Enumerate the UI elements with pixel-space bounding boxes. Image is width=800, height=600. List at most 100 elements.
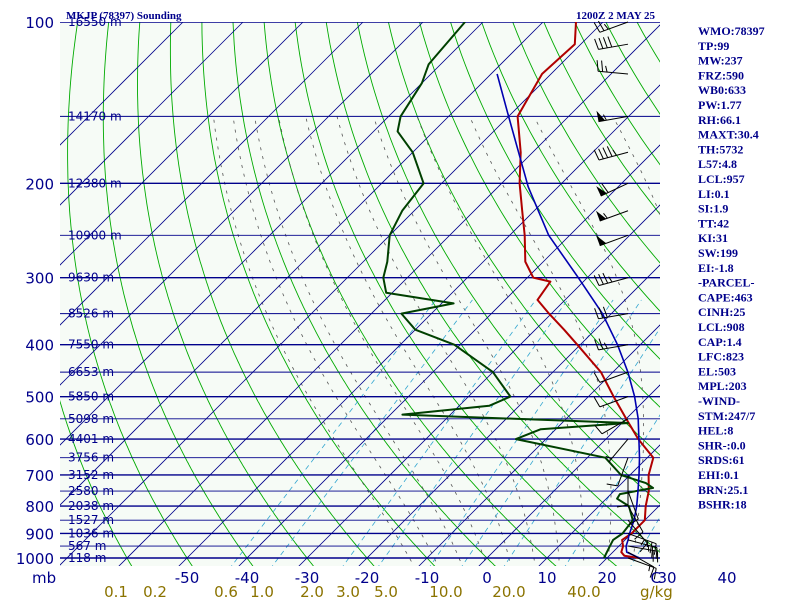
wind-barb (593, 272, 629, 286)
index-value: WB0:633 (698, 83, 746, 97)
wind-barb (616, 474, 629, 508)
wind-barb-feather (594, 308, 599, 319)
mixing-ratio-tick-label: 10.0 (429, 583, 462, 600)
pressure-tick-label: 300 (25, 270, 54, 288)
dry-adiabat (761, 22, 800, 569)
dry-adiabat (67, 22, 193, 566)
wind-barb (594, 36, 629, 50)
mixing-ratio-line (378, 299, 568, 566)
wind-barb-feather (639, 542, 648, 553)
index-value: TP:99 (698, 39, 729, 53)
wind-barb (596, 60, 629, 75)
wind-barb-staff (598, 151, 629, 161)
wind-barb-feather (593, 22, 601, 33)
wind-barb-staff (627, 557, 657, 569)
wind-barb-feather (596, 60, 599, 72)
mixing-ratio-tick-label: 0.2 (143, 583, 167, 600)
isotherm (238, 144, 660, 566)
index-value: KI:31 (698, 231, 728, 245)
mixing-ratio-tick-label: 0.1 (104, 583, 128, 600)
height-label: 1527 m (68, 513, 114, 527)
wind-barb-staff (599, 234, 629, 247)
wind-barb-staff (627, 519, 648, 544)
wind-barb-feather (606, 483, 618, 487)
index-value: L57:4.8 (698, 157, 737, 171)
wind-barb-feather (593, 397, 601, 408)
dry-adiabat (60, 399, 133, 566)
dry-adiabat (792, 22, 800, 569)
pressure-tick-label: 100 (25, 14, 54, 32)
wind-barb (596, 182, 629, 197)
wind-barb-staff (617, 457, 629, 487)
temperature-tick-label: -20 (355, 569, 380, 587)
index-value: SW:199 (698, 246, 738, 260)
temperature-tick-label: -30 (295, 569, 320, 587)
temperature-tick-label: -40 (235, 569, 260, 587)
mixing-ratio-line (342, 299, 537, 566)
wind-barb-staff (599, 396, 629, 408)
isotherm (776, 22, 800, 569)
wind-barb-feather (602, 114, 607, 121)
wind-barb-pennant (596, 210, 607, 221)
pressure-tick-label: 600 (25, 431, 54, 449)
wind-barb (627, 505, 644, 540)
wind-barb-feather (607, 36, 613, 48)
wind-barb-feather (605, 65, 608, 73)
wind-barb-staff (601, 418, 629, 435)
index-value: LCL:908 (698, 320, 745, 334)
pressure-tick-label: 700 (25, 467, 54, 485)
temperature-tick-label: 10 (537, 569, 556, 587)
wind-barb-feather (598, 37, 604, 49)
wind-barb-feather (602, 37, 608, 48)
wind-barb-feather (612, 149, 617, 156)
dry-adiabat (137, 22, 314, 566)
height-label: 10900 m (68, 228, 122, 242)
isotherm (60, 22, 544, 506)
dry-adiabat (102, 22, 254, 566)
wind-barb (594, 338, 629, 351)
pressure-tick-label: 400 (25, 337, 54, 355)
dry-adiabat (169, 22, 375, 566)
wind-barb-feather (593, 275, 600, 286)
wind-barb-feather (616, 504, 629, 508)
wind-barb-feather (602, 147, 609, 158)
index-value: EHI:0.1 (698, 468, 739, 482)
wind-barb-staff (598, 277, 629, 286)
height-label: 2038 m (68, 499, 114, 513)
temperature-tick-label: 0 (482, 569, 492, 587)
wind-barb (627, 551, 655, 578)
wind-barb (627, 490, 639, 526)
height-label: 3756 m (68, 451, 114, 465)
height-label: 7550 m (68, 338, 114, 352)
wind-barb-feather (649, 566, 655, 578)
index-value: CAP:1.4 (698, 335, 742, 349)
wind-barb-pennant (596, 235, 607, 246)
height-labels: 16550 m 14170 m 12380 m 10900 m 9630 m 8526 m… (68, 15, 122, 565)
wind-barb-staff (599, 371, 629, 383)
height-label: 6653 m (68, 365, 114, 379)
pressure-tick-label: 200 (25, 175, 54, 193)
parcel-trace (496, 73, 641, 559)
mixing-ratio-labels: 0.1 0.2 0.6 1.0 2.0 3.0 5.0 10.0 20.0 40.0 (104, 583, 601, 600)
plot-background (60, 22, 660, 566)
isotherm (60, 22, 424, 386)
indices-panel: WMO:78397TP:99MW:237FRZ:590WB0:633PW:1.7… (698, 24, 765, 512)
wind-barb-feather (606, 146, 613, 157)
temperature-labels: -50 -40 -30 -20 -10 0 10 20 30 40 C (175, 569, 737, 587)
mixing-ratio-tick-label: 1.0 (250, 583, 274, 600)
temperature-tick-label: 40 (717, 569, 736, 587)
wind-barb (593, 396, 629, 408)
wind-barb (627, 519, 648, 553)
index-value: MAXT:30.4 (698, 128, 759, 142)
wind-barb-staff (599, 21, 629, 33)
index-value: EI:-1.8 (698, 261, 734, 275)
height-label: 12380 m (68, 176, 122, 190)
wind-barb (627, 539, 658, 559)
wind-barb-feather (653, 568, 657, 580)
index-value: LCL:957 (698, 172, 745, 186)
index-value: PW:1.77 (698, 98, 742, 112)
index-value: SI:1.9 (698, 202, 728, 216)
wind-barb (596, 234, 629, 247)
wind-barb-staff (627, 539, 658, 549)
index-value: SRDS:61 (698, 453, 745, 467)
